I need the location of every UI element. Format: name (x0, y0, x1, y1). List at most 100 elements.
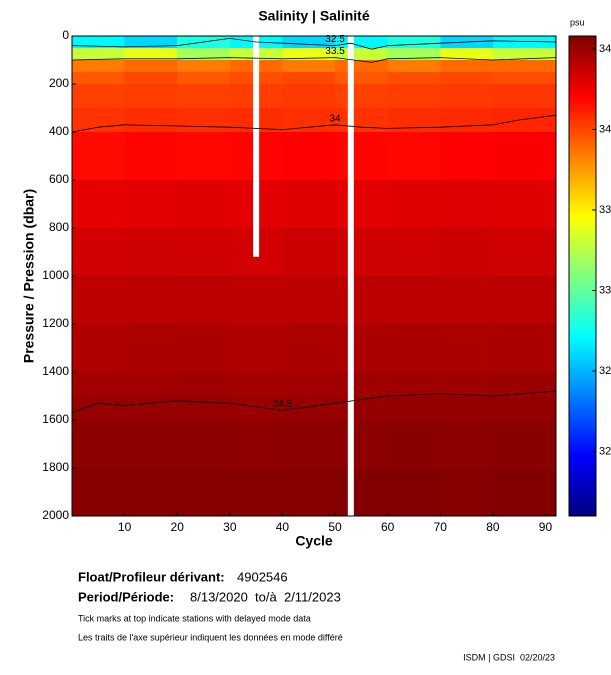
colorbar-step (569, 52, 596, 57)
colorbar-step (569, 168, 596, 173)
colorbar-step (569, 388, 596, 393)
heat-cell (282, 132, 336, 180)
colorbar-step (569, 452, 596, 457)
heat-cell (282, 228, 336, 276)
heat-cell (177, 396, 230, 420)
colorbar-step (569, 264, 596, 269)
heat-cell (124, 36, 178, 48)
heat-cell (282, 276, 336, 324)
colorbar-step (569, 140, 596, 145)
heat-cell (387, 48, 441, 60)
heat-cell (72, 468, 125, 516)
x-tick-label: 30 (223, 520, 237, 534)
heat-cell (492, 132, 556, 180)
colorbar-step (569, 92, 596, 97)
heat-cell (440, 396, 493, 420)
heat-cell (282, 420, 336, 468)
contour-line (71, 390, 557, 414)
heat-cell (229, 372, 283, 396)
colorbar-step (569, 116, 596, 121)
colorbar-step (569, 272, 596, 277)
heat-cell (229, 324, 283, 372)
colorbar-step (569, 216, 596, 221)
credit: ISDM | GDSI 02/20/23 (463, 652, 555, 662)
colorbar-step (569, 384, 596, 389)
heat-cell (492, 180, 556, 228)
colorbar-step (569, 468, 596, 473)
x-axis-label: Cycle (295, 533, 333, 549)
colorbar-step (569, 100, 596, 105)
heat-cell (387, 84, 441, 108)
heat-cell (177, 84, 230, 108)
heat-cell (492, 36, 556, 48)
heat-cell (229, 276, 283, 324)
heat-cell (72, 132, 125, 180)
missing-profile (253, 36, 260, 257)
heat-cell (492, 48, 556, 60)
heat-cell (124, 72, 178, 84)
heat-cell (387, 228, 441, 276)
colorbar-step (569, 152, 596, 157)
colorbar-step (569, 356, 596, 361)
colorbar-step (569, 68, 596, 73)
heat-cell (72, 372, 125, 396)
colorbar-step (569, 280, 596, 285)
colorbar-step (569, 512, 596, 517)
missing-profile (347, 36, 354, 516)
note-en: Tick marks at top indicate stations with… (78, 613, 311, 623)
heat-cell (492, 276, 556, 324)
heat-cell (387, 420, 441, 468)
colorbar-step (569, 448, 596, 453)
colorbar-step (569, 316, 596, 321)
contour-label: 33.5 (325, 46, 345, 57)
heat-cell (335, 468, 388, 516)
heat-cell (440, 228, 493, 276)
colorbar-step (569, 112, 596, 117)
heat-cell (229, 468, 283, 516)
colorbar-step (569, 224, 596, 229)
note-fr: Les traits de l'axe supérieur indiquent … (78, 632, 343, 642)
colorbar-step (569, 220, 596, 225)
heat-cell (282, 108, 336, 132)
colorbar-step (569, 444, 596, 449)
colorbar-step (569, 48, 596, 53)
heat-cell (124, 228, 178, 276)
colorbar-step (569, 404, 596, 409)
heat-cell (387, 396, 441, 420)
colorbar-step (569, 204, 596, 209)
heat-cell (387, 72, 441, 84)
float-label: Float/Profileur dérivant: (78, 569, 225, 584)
colorbar-step (569, 324, 596, 329)
colorbar-step (569, 340, 596, 345)
colorbar-step (569, 144, 596, 149)
heat-cell (177, 132, 230, 180)
period-label: Period/Période: (78, 589, 174, 604)
heat-cell (492, 372, 556, 396)
heat-cell (492, 60, 556, 72)
colorbar-step (569, 332, 596, 337)
colorbar-step (569, 236, 596, 241)
heat-cell (124, 180, 178, 228)
heat-cell (492, 228, 556, 276)
colorbar-step (569, 284, 596, 289)
colorbar-frame (568, 35, 597, 517)
colorbar-step (569, 460, 596, 465)
colorbar-step (569, 488, 596, 493)
heat-cell (72, 228, 125, 276)
y-tick-label: 1000 (42, 268, 69, 282)
colorbar-step (569, 292, 596, 297)
heat-cell (492, 468, 556, 516)
heat-cell (440, 108, 493, 132)
x-tick-label: 60 (381, 520, 395, 534)
y-tick-label: 2000 (42, 508, 69, 522)
colorbar-step (569, 500, 596, 505)
colorbar-label: psu (570, 17, 585, 27)
colorbar-step (569, 436, 596, 441)
heat-cell (124, 468, 178, 516)
colorbar-step (569, 420, 596, 425)
colorbar-step (569, 308, 596, 313)
x-tick-label: 70 (434, 520, 448, 534)
y-tick-label: 1800 (42, 460, 69, 474)
float-id: 4902546 (237, 569, 288, 584)
chart-title: Salinity | Salinité (258, 8, 369, 24)
